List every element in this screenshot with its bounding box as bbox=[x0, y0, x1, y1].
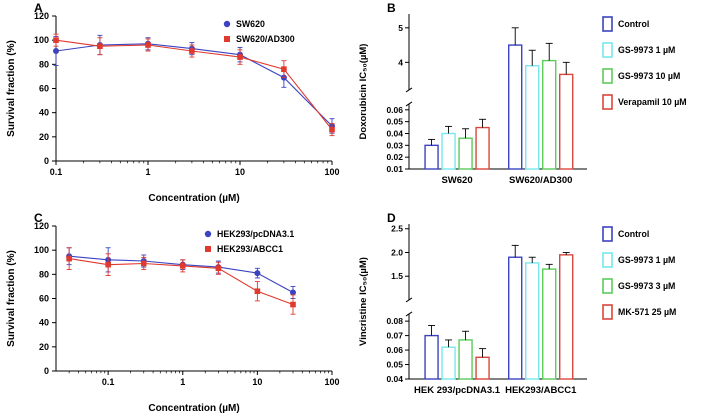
panel-c-chart: 0.1 1 10 100 0 20 40 60 80 100 120 Concentration (µ… bbox=[6, 221, 340, 414]
panel-d: D 0.04 0.05 0.06 0.07 0.08 1.5 2.0 2.5 Vincristi… bbox=[353, 210, 705, 419]
series-hek293-abcc1 bbox=[66, 247, 296, 315]
svg-text:SW620: SW620 bbox=[441, 175, 472, 186]
svg-text:HEK 293/pcDNA3.1: HEK 293/pcDNA3.1 bbox=[414, 385, 501, 396]
svg-text:MK-571 25 µM: MK-571 25 µM bbox=[618, 307, 676, 317]
svg-text:GS-9973 1 µM: GS-9973 1 µM bbox=[618, 255, 675, 265]
legend: SW620 SW620/AD300 bbox=[223, 19, 295, 44]
svg-text:10: 10 bbox=[235, 167, 245, 177]
svg-text:Concentration (µM): Concentration (µM) bbox=[148, 403, 239, 414]
svg-text:2.5: 2.5 bbox=[391, 224, 403, 234]
panel-d-label: D bbox=[387, 211, 396, 225]
svg-text:100: 100 bbox=[324, 167, 339, 177]
panel-d-chart: 0.04 0.05 0.06 0.07 0.08 1.5 2.0 2.5 Vincristine… bbox=[358, 224, 676, 396]
panel-a-chart: 0.1 1 10 100 0 20 40 60 80 100 120 Concentration (µ… bbox=[6, 11, 340, 204]
svg-text:GS-9973 10 µM: GS-9973 10 µM bbox=[618, 71, 680, 81]
svg-text:Survival fraction (%): Survival fraction (%) bbox=[6, 40, 17, 137]
plot-area: 0.1 1 10 100 0 20 40 60 80 100 120 Concentration (µ… bbox=[6, 11, 340, 204]
series-sw620-ad300 bbox=[53, 33, 335, 137]
svg-text:SW620/AD300: SW620/AD300 bbox=[509, 175, 572, 186]
svg-text:120: 120 bbox=[34, 11, 49, 21]
bars: SW620 SW620/AD300 bbox=[424, 27, 574, 186]
legend: Control GS-9973 1 µM GS-9973 10 µM Verapami… bbox=[602, 16, 687, 110]
svg-text:Control: Control bbox=[618, 19, 649, 29]
svg-text:1.5: 1.5 bbox=[391, 271, 403, 281]
svg-text:0.04: 0.04 bbox=[386, 128, 403, 138]
svg-text:Concentration (µM): Concentration (µM) bbox=[148, 193, 239, 204]
svg-text:0.02: 0.02 bbox=[386, 152, 403, 162]
svg-text:0.01: 0.01 bbox=[386, 164, 403, 174]
svg-text:1: 1 bbox=[180, 377, 185, 387]
svg-text:100: 100 bbox=[34, 35, 49, 45]
svg-text:HEK293/pcDNA3.1: HEK293/pcDNA3.1 bbox=[217, 229, 294, 239]
axes: 0.1 1 10 100 0 20 40 60 80 100 120 bbox=[34, 221, 340, 387]
svg-text:Verapamil 10 µM: Verapamil 10 µM bbox=[618, 97, 687, 107]
panel-a-label: A bbox=[34, 1, 43, 15]
svg-text:0.06: 0.06 bbox=[386, 105, 403, 115]
svg-text:HEK293/ABCC1: HEK293/ABCC1 bbox=[505, 385, 577, 396]
panel-c-label: C bbox=[34, 211, 43, 225]
plot-area: 0.04 0.05 0.06 0.07 0.08 1.5 2.0 2.5 Vincristine… bbox=[358, 224, 676, 396]
svg-text:0.04: 0.04 bbox=[386, 374, 403, 384]
svg-text:Survival fraction (%): Survival fraction (%) bbox=[6, 250, 17, 347]
svg-text:1: 1 bbox=[145, 167, 150, 177]
svg-text:GS-9973 1 µM: GS-9973 1 µM bbox=[618, 45, 675, 55]
svg-text:0.07: 0.07 bbox=[386, 331, 403, 341]
svg-text:40: 40 bbox=[39, 108, 49, 118]
svg-text:0.08: 0.08 bbox=[386, 316, 403, 326]
svg-text:SW620/AD300: SW620/AD300 bbox=[236, 34, 295, 44]
plot-area: 0.01 0.02 0.03 0.040.05 0.06 4 5 Doxorubicin IC… bbox=[358, 14, 687, 186]
svg-text:0: 0 bbox=[44, 156, 49, 166]
svg-text:80: 80 bbox=[39, 59, 49, 69]
svg-text:0.1: 0.1 bbox=[102, 377, 115, 387]
svg-text:0.05: 0.05 bbox=[386, 117, 403, 127]
series-hek293-pcdna3-1 bbox=[66, 247, 296, 299]
svg-text:0.06: 0.06 bbox=[386, 345, 403, 355]
panel-c: C 0.1 1 10 100 0 20 40 60 80 100 120 Concentration … bbox=[0, 210, 352, 419]
svg-text:Control: Control bbox=[618, 229, 649, 239]
panel-a: A 0.1 1 10 100 0 20 40 60 80 100 120 Concentration … bbox=[0, 0, 352, 209]
svg-text:80: 80 bbox=[39, 269, 49, 279]
svg-text:60: 60 bbox=[39, 84, 49, 94]
svg-text:100: 100 bbox=[34, 245, 49, 255]
svg-text:40: 40 bbox=[39, 318, 49, 328]
svg-text:4: 4 bbox=[398, 57, 403, 67]
svg-text:120: 120 bbox=[34, 221, 49, 231]
svg-text:20: 20 bbox=[39, 132, 49, 142]
svg-text:Vincristine IC₅₀(µM): Vincristine IC₅₀(µM) bbox=[358, 257, 369, 346]
svg-text:20: 20 bbox=[39, 342, 49, 352]
svg-text:0.1: 0.1 bbox=[50, 167, 63, 177]
axes: 0.1 1 10 100 0 20 40 60 80 100 120 bbox=[34, 11, 340, 177]
svg-text:0.05: 0.05 bbox=[386, 360, 403, 370]
svg-text:2.0: 2.0 bbox=[391, 247, 403, 257]
axes: 0.04 0.05 0.06 0.07 0.08 1.5 2.0 2.5 bbox=[386, 224, 587, 384]
svg-text:5: 5 bbox=[398, 23, 403, 33]
svg-text:GS-9973 3 µM: GS-9973 3 µM bbox=[618, 281, 675, 291]
svg-text:0.03: 0.03 bbox=[386, 140, 403, 150]
plot-area: 0.1 1 10 100 0 20 40 60 80 100 120 Concentration (µ… bbox=[6, 221, 340, 414]
svg-text:0: 0 bbox=[44, 366, 49, 376]
svg-text:10: 10 bbox=[252, 377, 262, 387]
svg-text:HEK293/ABCC1: HEK293/ABCC1 bbox=[217, 244, 283, 254]
svg-text:60: 60 bbox=[39, 294, 49, 304]
svg-text:Doxorubicin IC₅₀(µM): Doxorubicin IC₅₀(µM) bbox=[358, 44, 369, 140]
panel-b: B 0.01 0.02 0.03 0.04 0.05 0.06 4 5 Doxorubicin … bbox=[353, 0, 705, 209]
bars: HEK 293/pcDNA3.1 HEK293/ABCC1 bbox=[414, 244, 577, 396]
svg-text:SW620: SW620 bbox=[236, 19, 265, 29]
svg-text:100: 100 bbox=[324, 377, 339, 387]
legend: HEK293/pcDNA3.1 HEK293/ABCC1 bbox=[204, 229, 294, 254]
panel-b-label: B bbox=[387, 1, 396, 15]
panel-b-chart: 0.01 0.02 0.03 0.040.05 0.06 4 5 Doxorubicin IC… bbox=[358, 14, 687, 186]
legend: Control GS-9973 1 µM GS-9973 3 µM MK-571 25… bbox=[602, 226, 676, 320]
